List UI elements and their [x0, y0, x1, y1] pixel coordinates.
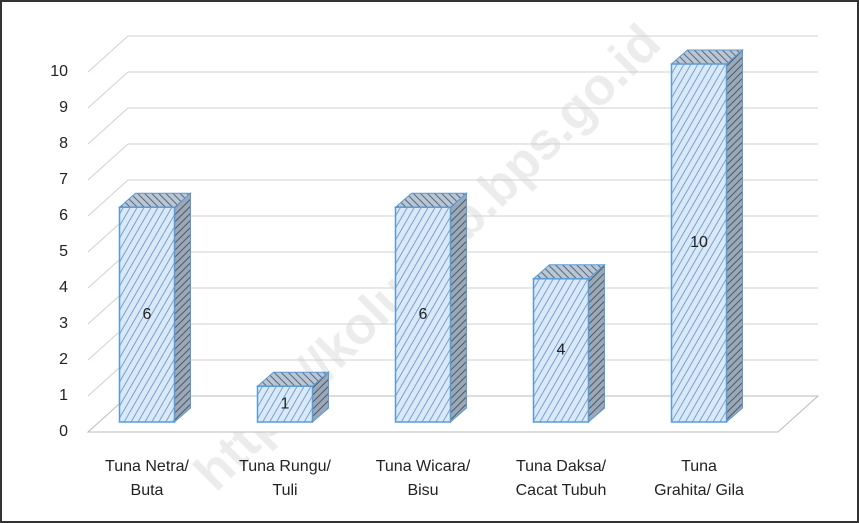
bar	[394, 192, 468, 424]
y-tick-label: 6	[59, 207, 68, 224]
bar-front	[118, 206, 176, 423]
data-label: 1	[281, 395, 290, 412]
x-tick-label: Tuna Grahita/ Gila	[654, 458, 744, 499]
x-tick-line: Bisu	[407, 482, 438, 499]
bar-front	[670, 63, 728, 423]
x-tick-label: Tuna Wicara/Bisu	[376, 458, 471, 499]
data-label: 4	[557, 342, 566, 359]
grid-line	[87, 107, 818, 145]
data-label: 6	[419, 306, 428, 323]
grid-line	[87, 143, 818, 181]
bar-side	[588, 263, 605, 424]
x-tick-line: Tuna Daksa/	[516, 458, 607, 475]
x-tick-line: Buta	[131, 482, 164, 499]
x-tick-label: Tuna Netra/Buta	[105, 458, 189, 499]
bar-front	[394, 206, 452, 423]
bar-front	[256, 385, 314, 423]
x-tick-line: Tuna	[681, 458, 717, 475]
y-tick-label: 3	[59, 315, 68, 332]
x-tick-label: Tuna Daksa/Cacat Tubuh	[516, 458, 607, 499]
bar	[118, 192, 192, 424]
y-tick-label: 8	[59, 135, 68, 152]
x-tick-label: Tuna Rungu/Tuli	[239, 458, 331, 499]
bar	[532, 263, 606, 424]
bar-side	[450, 192, 467, 424]
grid-line	[87, 71, 818, 109]
bar-front	[532, 278, 590, 423]
bar-side	[726, 48, 743, 424]
x-tick-line: Tuna Rungu/	[239, 458, 331, 475]
bar-side	[174, 192, 191, 424]
y-tick-label: 0	[59, 423, 68, 440]
y-tick-label: 2	[59, 351, 68, 368]
y-tick-label: 10	[50, 63, 68, 80]
bar	[256, 371, 330, 424]
grid-line	[87, 35, 818, 73]
grid-line	[87, 179, 818, 217]
data-label: 10	[690, 234, 708, 251]
x-tick-line: Grahita/ Gila	[654, 482, 744, 499]
y-tick-label: 9	[59, 99, 68, 116]
y-tick-label: 4	[59, 279, 68, 296]
y-tick-label: 7	[59, 171, 68, 188]
data-label: 6	[143, 306, 152, 323]
x-tick-line: Cacat Tubuh	[516, 482, 607, 499]
x-tick-line: Tuna Wicara/	[376, 458, 471, 475]
bar	[670, 48, 744, 424]
y-tick-label: 1	[59, 387, 68, 404]
y-tick-label: 5	[59, 243, 68, 260]
x-tick-line: Tuna Netra/	[105, 458, 189, 475]
x-tick-line: Tuli	[272, 482, 297, 499]
